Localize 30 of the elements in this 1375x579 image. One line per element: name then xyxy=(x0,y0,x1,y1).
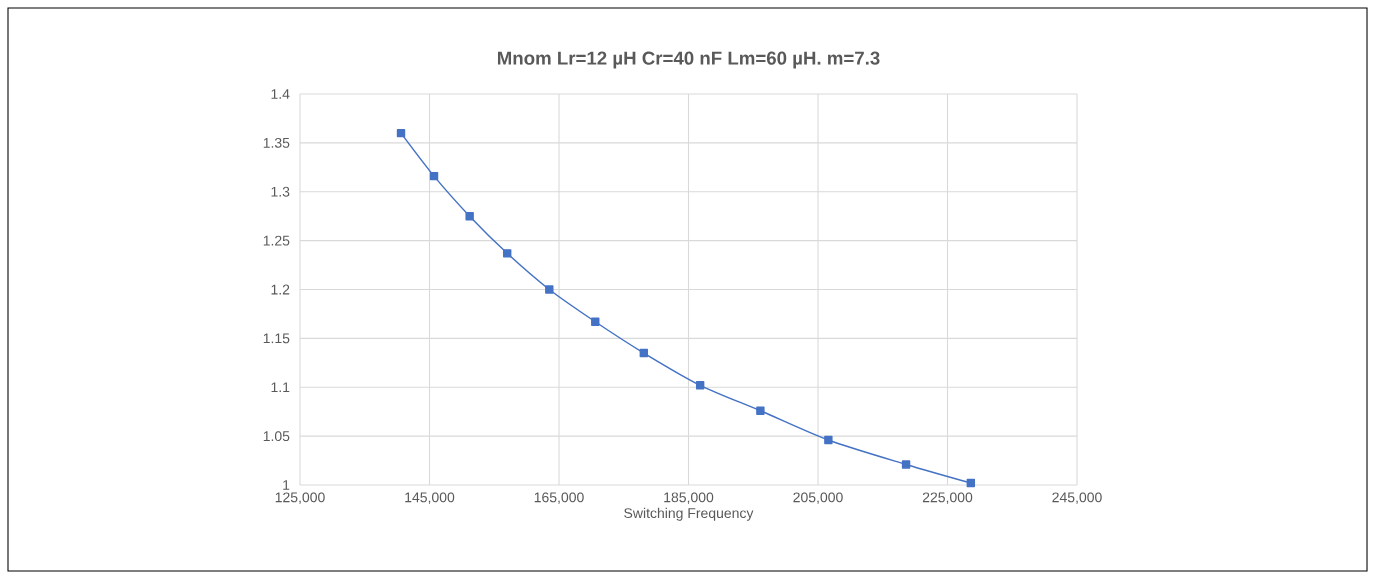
x-tick-label: 185,000 xyxy=(664,492,714,504)
x-axis-title: Switching Frequency xyxy=(624,507,754,521)
y-tick-label: 1 xyxy=(283,480,290,490)
point xyxy=(591,317,600,326)
chart-title: Mnom Lr=12 µH Cr=40 nF Lm=60 µH. m=7.3 xyxy=(497,51,880,69)
x-tick-label: 165,000 xyxy=(534,492,584,504)
y-tick-label: 1.35 xyxy=(263,137,290,148)
y-tick-label: 1.05 xyxy=(263,431,290,442)
x-tick-label: 245,000 xyxy=(1052,492,1102,504)
point xyxy=(824,435,833,445)
point xyxy=(966,478,976,488)
point xyxy=(465,211,474,221)
y-tick-label: 1.2 xyxy=(271,284,290,295)
point xyxy=(695,381,705,390)
point xyxy=(429,171,439,181)
y-tick-label: 1.3 xyxy=(271,186,290,197)
point xyxy=(756,406,765,415)
y-tick-label: 1.15 xyxy=(263,333,290,344)
point xyxy=(503,249,512,258)
y-tick-label: 1.1 xyxy=(271,382,290,393)
point xyxy=(545,285,554,294)
x-tick-label: 125,000 xyxy=(275,492,325,504)
x-tick-label: 145,000 xyxy=(405,492,455,504)
point xyxy=(396,128,406,138)
x-tick-label: 225,000 xyxy=(922,492,973,504)
point xyxy=(639,348,649,358)
y-tick-label: 1.25 xyxy=(263,235,290,246)
y-tick-label: 1.4 xyxy=(271,89,290,99)
point xyxy=(901,460,911,469)
x-tick-label: 205,000 xyxy=(793,492,843,504)
